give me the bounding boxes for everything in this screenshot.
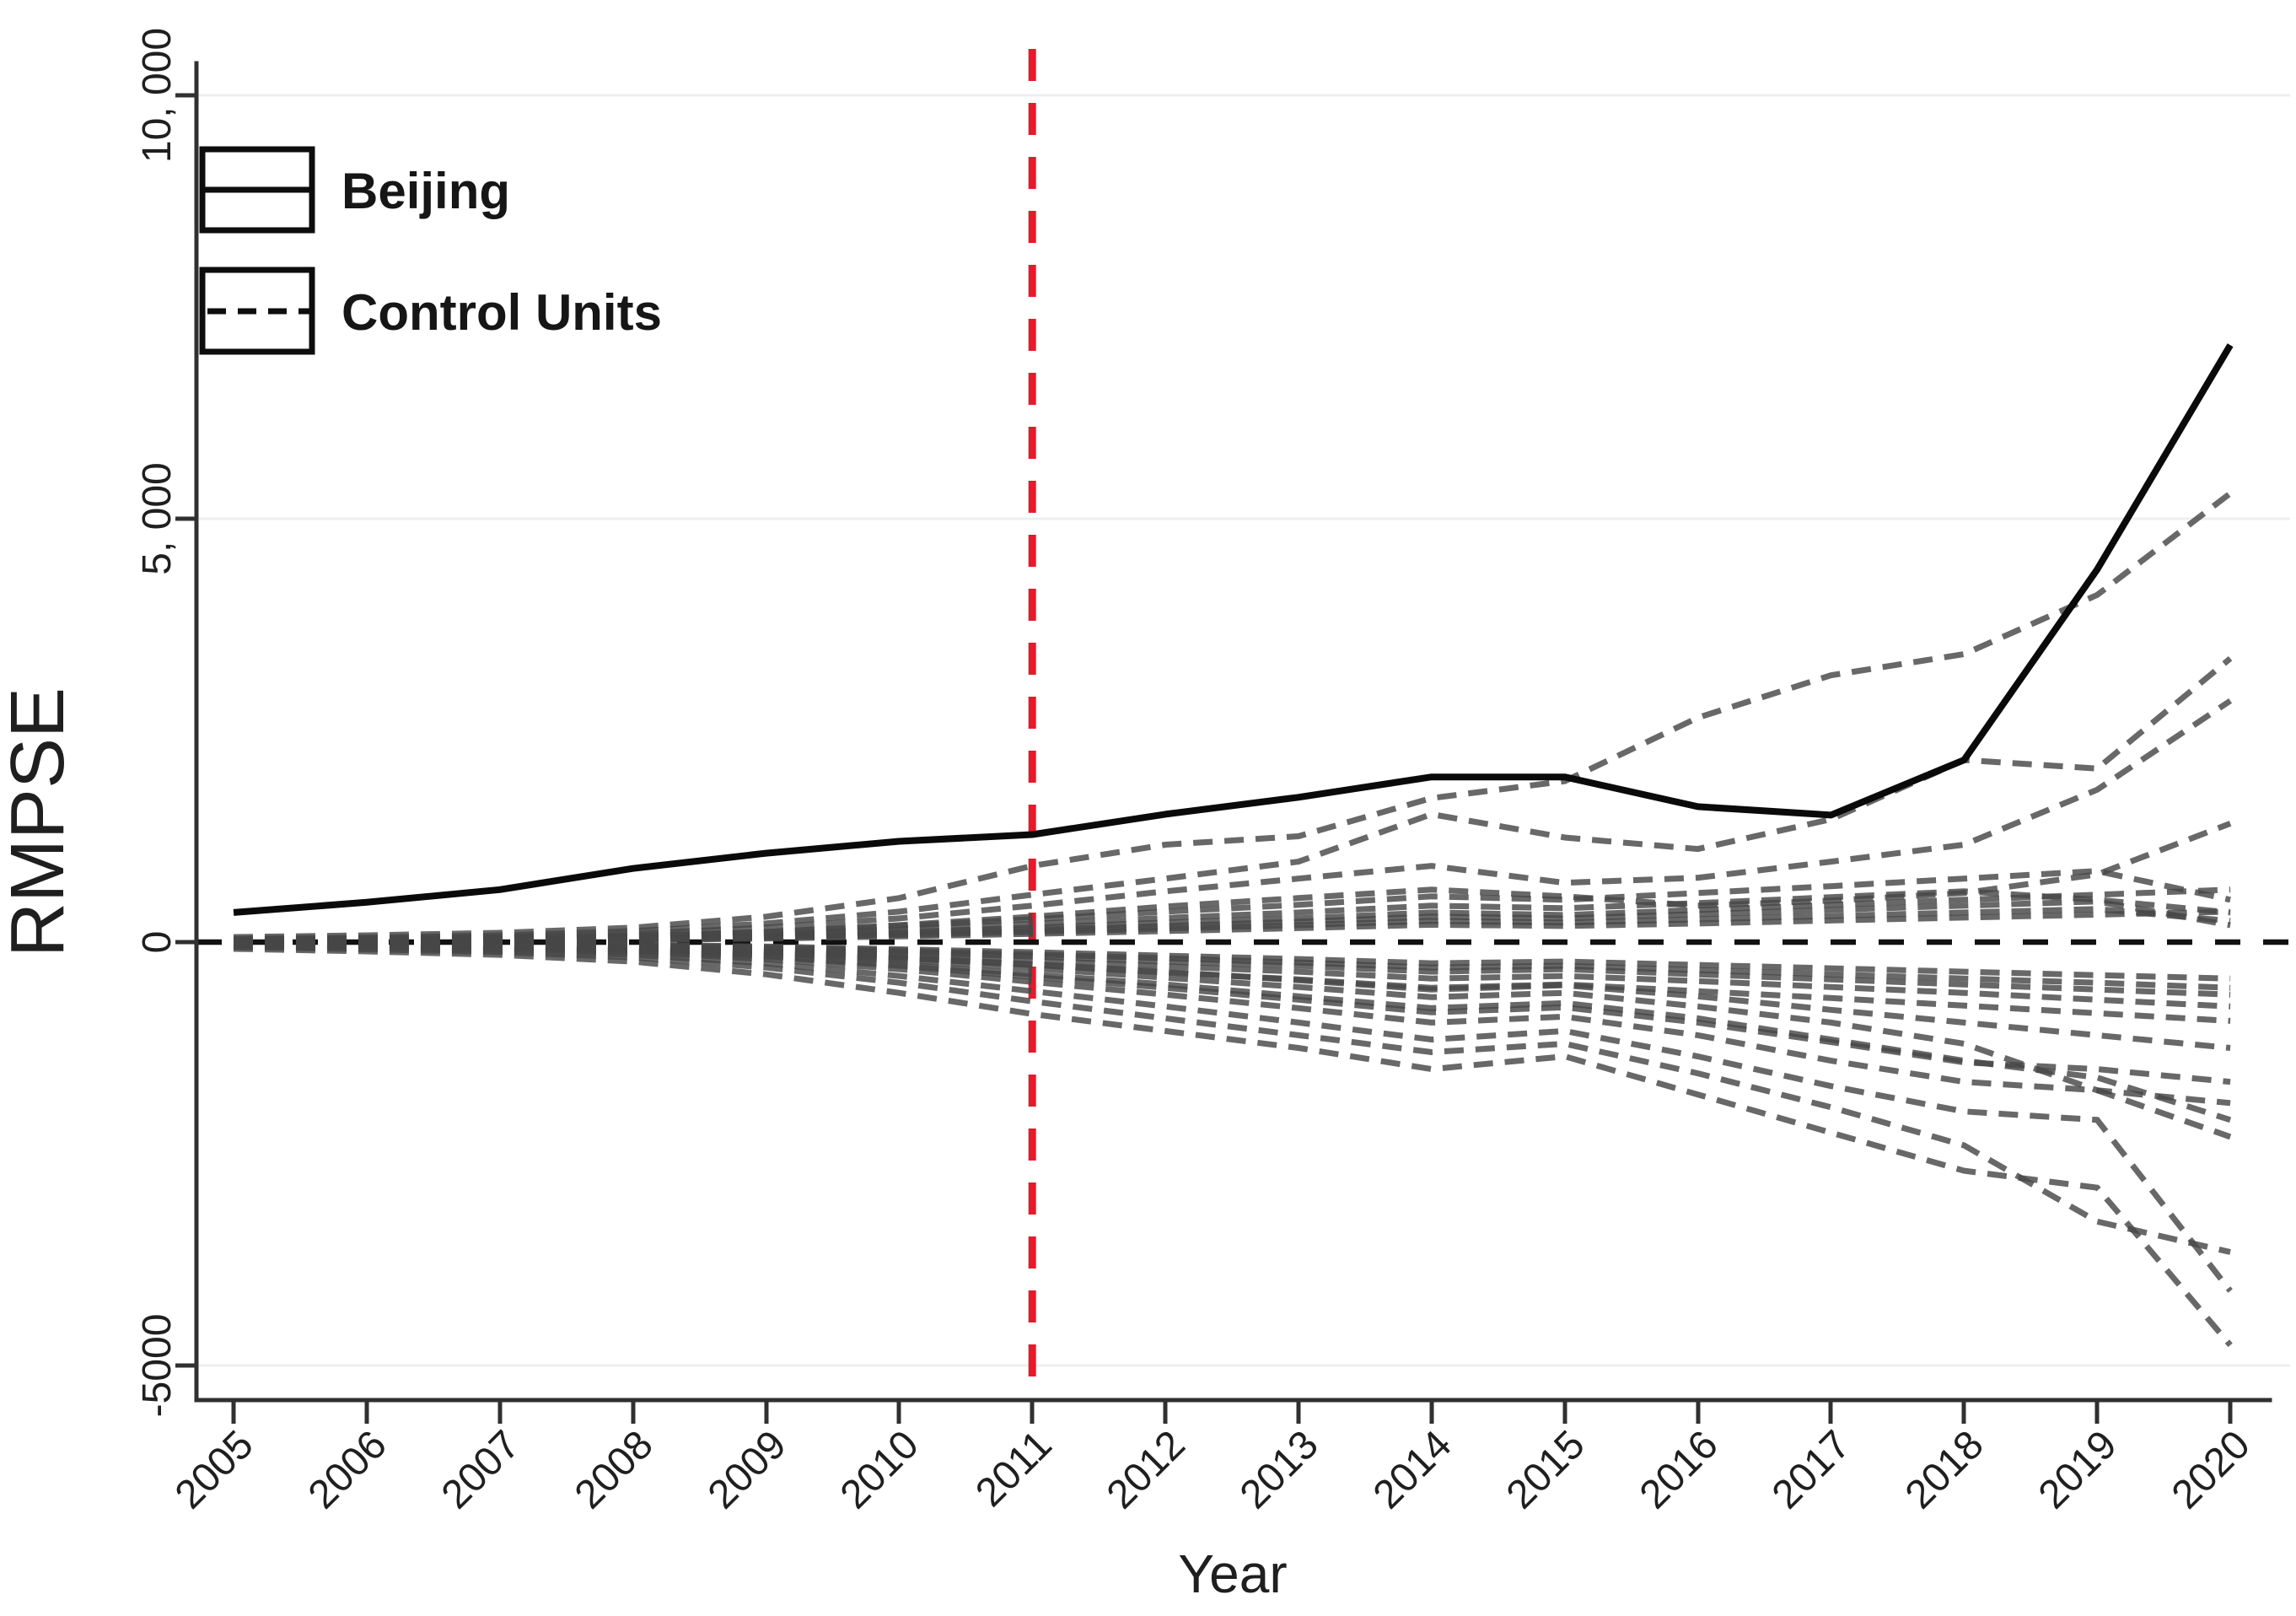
beijing-series-line	[233, 343, 2234, 916]
legend-control-label: Control Units	[341, 284, 662, 341]
y-tick-label: 10, 000	[135, 28, 180, 163]
y-tick-label: 5, 000	[135, 462, 180, 574]
control-series-line	[233, 941, 2231, 1107]
x-tick-label: 2006	[300, 1422, 395, 1517]
control-series-line	[233, 698, 2233, 943]
control-series-line	[233, 908, 2231, 945]
x-tick-label: 2018	[1897, 1422, 1992, 1517]
x-tick-label: 2014	[1365, 1422, 1460, 1517]
control-series-line	[233, 868, 2231, 943]
series-layer	[233, 343, 2234, 1348]
control-series-line	[233, 944, 2231, 1255]
x-tick-label: 2010	[832, 1422, 928, 1517]
x-tick-label: 2017	[1764, 1422, 1859, 1517]
control-series-line	[233, 491, 2233, 940]
y-ticks	[175, 93, 196, 1368]
y-tick-labels: 10, 000 5, 000 0 -5000	[135, 28, 180, 1417]
x-tick-label: 2008	[567, 1422, 662, 1517]
x-tick-label: 2005	[167, 1422, 262, 1517]
x-tick-label: 2013	[1232, 1422, 1327, 1517]
x-tick-label: 2016	[1632, 1422, 1727, 1517]
x-tick-label: 2020	[2164, 1422, 2259, 1517]
control-series-line	[233, 945, 2233, 1348]
control-series-line	[233, 940, 2231, 998]
control-series-line	[233, 942, 2231, 1085]
legend: Beijing Control Units	[199, 146, 662, 355]
control-series-line	[233, 886, 2231, 944]
control-series-line	[233, 943, 2233, 1293]
x-tick-label: 2012	[1099, 1422, 1194, 1517]
axes	[194, 61, 2272, 1403]
x-tick-labels: 2005 2006 2007 2008 2009 2010 2011 2012 …	[167, 1422, 2259, 1517]
x-tick-label: 2015	[1498, 1422, 1594, 1517]
control-series-line	[233, 898, 2231, 945]
control-series-line	[233, 888, 2231, 944]
control-series-line	[233, 940, 2231, 991]
control-series-line	[233, 942, 2232, 1140]
legend-beijing-label: Beijing	[341, 163, 510, 219]
y-tick-label: -5000	[135, 1314, 180, 1418]
control-series-line	[233, 940, 2231, 1010]
x-tick-label: 2019	[2030, 1422, 2126, 1517]
x-tick-label: 2007	[433, 1422, 529, 1517]
x-axis-title: Year	[1178, 1543, 1287, 1604]
x-tick-label: 2009	[700, 1422, 795, 1517]
x-ticks	[231, 1400, 2233, 1424]
x-tick-label: 2011	[967, 1422, 1060, 1515]
control-series-line	[233, 941, 2231, 1024]
y-axis-title: RMPSE	[0, 687, 80, 957]
gridlines	[199, 94, 2290, 1367]
y-tick-label: 0	[135, 931, 180, 954]
